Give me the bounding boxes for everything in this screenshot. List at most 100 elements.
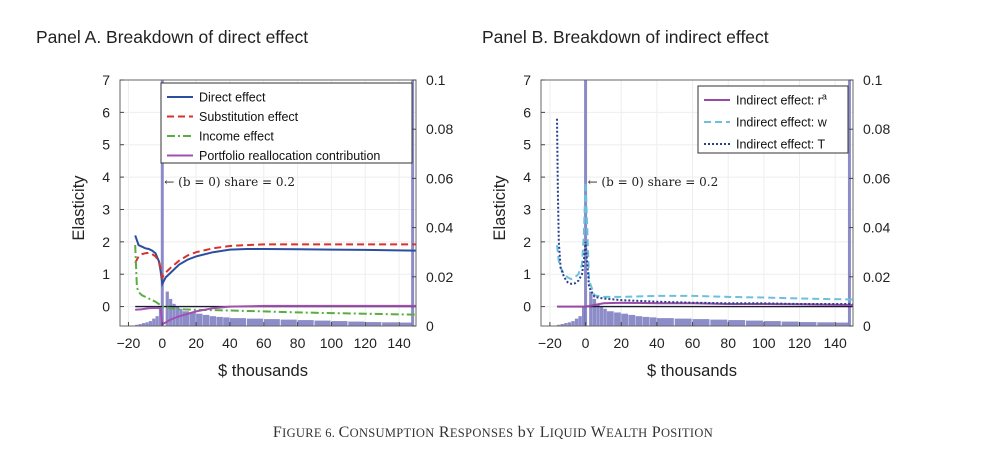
x-axis-label: $ thousands — [647, 362, 737, 380]
histogram-bar — [135, 324, 139, 326]
histogram-bar — [710, 319, 728, 326]
y2-tick-label: 0.04 — [426, 220, 453, 236]
y-tick-label: 5 — [523, 137, 531, 153]
y-tick-label: 4 — [102, 169, 110, 185]
x-axis-label: $ thousands — [218, 362, 308, 380]
caption-word-initial: C — [338, 424, 350, 441]
histogram-bar — [781, 321, 799, 326]
series-line-4 — [135, 304, 416, 327]
histogram-bar — [692, 319, 710, 326]
y2-tick-label: 0.08 — [426, 121, 453, 137]
x-tick-label: 100 — [320, 335, 344, 351]
panel-a-chart: 0 1 2 3 4 5 6 7 0 0.02 0.04 0.06 0.08 0.1 −20 0 20 40 60 80… — [70, 72, 453, 380]
histogram-bar — [599, 306, 604, 326]
y-tick-label: 0 — [523, 299, 531, 315]
histogram-bar — [411, 80, 415, 326]
histogram-bar — [835, 322, 849, 326]
histogram — [557, 80, 851, 326]
histogram-bar — [614, 312, 621, 326]
x-tick-label: 120 — [354, 335, 378, 351]
x-tick-label: 40 — [649, 335, 665, 351]
panel-b-chart: 0 1 2 3 4 5 6 7 0 0.02 0.04 0.06 0.08 0.1 −20 0 20 40 60 80… — [491, 72, 890, 380]
plot-frame — [540, 79, 854, 327]
x-tick-label: 60 — [256, 335, 272, 351]
histogram-bar — [223, 317, 230, 326]
x-tick-label: 20 — [613, 335, 629, 351]
y-tick-label: 1 — [102, 266, 110, 282]
y-tick-label: 4 — [523, 169, 531, 185]
histogram — [135, 80, 415, 326]
histogram-bar — [365, 322, 382, 326]
legend: Indirect effect: ra Indirect effect: w Ind… — [697, 85, 849, 154]
y2-tick-label: 0.04 — [863, 220, 890, 236]
histogram-bar — [560, 324, 564, 326]
x-tick-label: 60 — [685, 335, 701, 351]
y2-tick-label: 0.1 — [426, 72, 446, 88]
histogram-bar — [584, 80, 588, 326]
y-tick-label: 2 — [102, 234, 110, 250]
histogram-bar — [649, 317, 657, 326]
histogram-bar — [229, 318, 247, 326]
y-tick-label: 1 — [523, 266, 531, 282]
histogram-bar — [202, 314, 210, 326]
share-annotation: ← (b = 0) share = 0.2 — [164, 175, 295, 189]
histogram-bar — [152, 318, 156, 326]
series-line-2 — [556, 181, 854, 301]
caption-word-rest: EALTH — [606, 426, 648, 440]
caption-initial: F — [272, 424, 283, 441]
legend-box — [697, 85, 849, 154]
histogram-bar — [592, 298, 597, 326]
panel-b-title: Panel B. Breakdown of indirect effect — [482, 27, 769, 47]
series-line-1 — [134, 235, 417, 288]
y2-tick-label: 0.06 — [863, 170, 890, 186]
y-tick-label: 7 — [523, 72, 531, 88]
y-axis-label: Elasticity — [70, 175, 88, 241]
y2-tick-label: 0.02 — [863, 269, 890, 285]
legend-label: Indirect effect: ra — [736, 92, 827, 108]
histogram-bar — [603, 308, 607, 326]
caption-word-rest: OSITION — [660, 426, 714, 440]
histogram-bar — [314, 320, 331, 326]
histogram-bar — [196, 313, 203, 326]
y2-tick-label: 0.06 — [426, 170, 453, 186]
y2-tick-label: 0.02 — [426, 269, 453, 285]
y-tick-label: 5 — [102, 137, 110, 153]
legend-label-superscript: a — [822, 92, 827, 102]
caption-rest: IGURE 6. — [282, 426, 339, 440]
histogram-bar — [606, 311, 614, 326]
caption-word-initial: R — [438, 424, 450, 441]
y-tick-label: 3 — [102, 201, 110, 217]
caption-word-rest: Y — [526, 426, 536, 440]
x-tick-label: −20 — [117, 335, 141, 351]
y-tick-label: 3 — [523, 201, 531, 217]
histogram-bar — [763, 321, 781, 326]
legend-label: Income effect — [199, 130, 274, 144]
histogram-bar — [216, 316, 223, 326]
histogram-bar — [621, 313, 629, 326]
y-tick-label: 6 — [102, 104, 110, 120]
panel-a-title: Panel A. Breakdown of direct effect — [36, 27, 309, 47]
x-tick-label: 120 — [788, 335, 812, 351]
histogram-bar — [280, 319, 297, 326]
histogram-bar — [169, 298, 173, 326]
series-line-1 — [557, 301, 854, 308]
plot-frame — [119, 79, 417, 327]
histogram-bar — [165, 291, 169, 326]
histogram-bar — [155, 316, 159, 326]
y-tick-label: 0 — [102, 299, 110, 315]
histogram-bar — [138, 324, 142, 326]
legend-label: Portfolio reallocation contribution — [199, 149, 380, 163]
histogram-bar — [348, 321, 365, 326]
histogram-bar — [297, 320, 314, 326]
histogram-bar — [635, 316, 643, 326]
histogram-bar — [209, 316, 217, 326]
histogram-bar — [148, 321, 152, 326]
histogram-bar — [567, 322, 572, 326]
legend-label: Indirect effect: T — [736, 138, 826, 152]
histogram-bar — [642, 316, 650, 326]
x-tick-label: 20 — [188, 335, 204, 351]
histogram-bar — [179, 308, 183, 326]
x-tick-label: 40 — [222, 335, 238, 351]
histogram-bar — [582, 306, 586, 326]
